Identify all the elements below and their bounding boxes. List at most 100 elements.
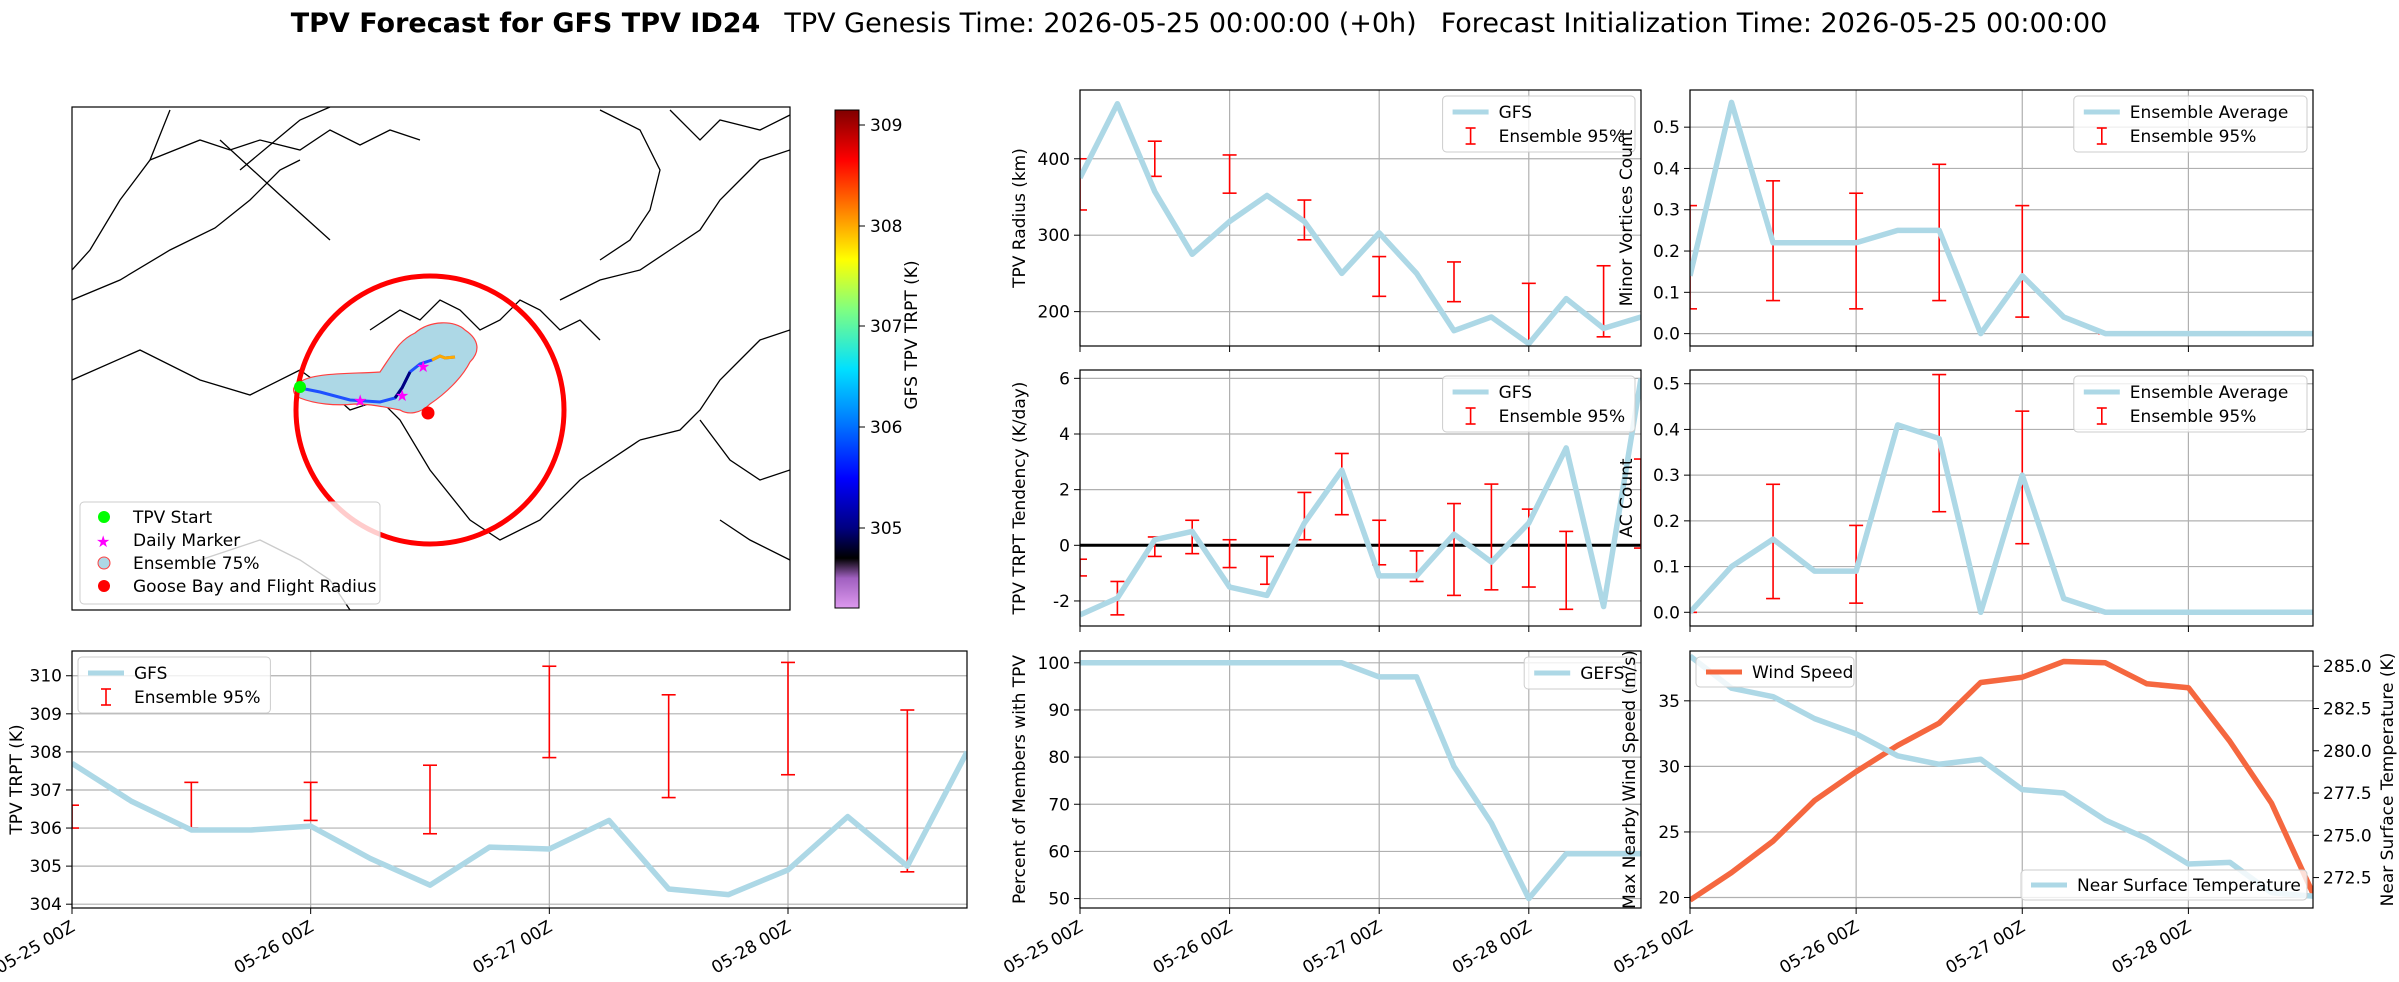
colorbar-tick-label: 306: [870, 418, 902, 438]
series-line-gfs: [1080, 101, 1641, 346]
y-tick-label: 25: [1658, 823, 1680, 843]
border-canada-us: [72, 349, 301, 396]
legend: GEFS: [1523, 656, 1636, 690]
tpv-track-warm: [431, 354, 456, 362]
legend-box: [1523, 656, 1636, 690]
legend-goose-label: Goose Bay and Flight Radius: [133, 577, 377, 597]
y2-axis-label: Near Surface Temperature (K): [2378, 653, 2398, 907]
legend-label: Ensemble 95%: [2130, 127, 2257, 147]
y-tick-label: 6: [1059, 369, 1070, 389]
plot-content: [1080, 101, 1641, 346]
coast-alaska: [72, 109, 171, 271]
plot-content: [1690, 373, 2313, 616]
y-tick-label: 4: [1059, 425, 1070, 445]
y-axis-label: TPV TRPT (K): [7, 724, 27, 835]
legend-label: Ensemble 95%: [134, 688, 261, 708]
x-tick-label: 05-28 00Z: [2109, 917, 2195, 978]
y-tick-label: 100: [1038, 654, 1070, 674]
y-tick-label: 0.3: [1653, 201, 1680, 221]
plot-frame: [1079, 369, 1642, 627]
coast-line-1: [219, 139, 331, 241]
plot-frame: [1689, 369, 2314, 627]
coast-islands: [149, 129, 421, 161]
legend: Ensemble Average Ensemble 95%: [2073, 95, 2308, 153]
x-tick-label: 05-26 00Z: [1150, 917, 1236, 978]
x-tick-label: 05-28 00Z: [708, 917, 794, 978]
x-tick-label: 05-27 00Z: [1942, 917, 2028, 978]
series-line-near-surface-temperature: [1690, 653, 2313, 899]
legend-label: Ensemble Average: [2130, 103, 2289, 123]
y-axis-label: Percent of Members with TPV: [1010, 655, 1030, 904]
y-tick-label: 304: [30, 895, 62, 915]
legend-label: Ensemble 95%: [1499, 127, 1626, 147]
y-tick-label: 0.5: [1653, 118, 1680, 138]
colorbar-gradient: [834, 109, 860, 609]
legend-label: GFS: [134, 664, 167, 684]
colorbar-tick-label: 305: [870, 519, 902, 539]
y-tick-label: 0.2: [1653, 512, 1680, 532]
y-tick-label: 307: [30, 781, 62, 801]
figure-title: TPV Forecast for GFS TPV ID24 TPV Genesis…: [291, 8, 2108, 39]
legend-ensemble-symbol: [97, 556, 111, 570]
legend-box: [2073, 95, 2308, 153]
chart-percent: 50 60 70 80 90 100 Percent of Members with TPV…: [1000, 650, 1642, 978]
map-legend-box: [79, 501, 381, 605]
chart-wind: 20 25 30 35 Max Nearby Wind Speed (m/s) 272.5…: [1610, 650, 2398, 978]
y-tick-label: 50: [1048, 890, 1070, 910]
daily-marker-1: ★: [353, 391, 367, 410]
plot-frame: [71, 650, 968, 909]
y-tick-label: 305: [30, 857, 62, 877]
daily-marker-3: ★: [416, 357, 430, 376]
coast-atlantic: [639, 329, 790, 441]
series-line-gfs: [72, 750, 967, 898]
chart-trpt: 304 305 306 307 308 309 310 TPV TRPT (K) 05-25 0…: [0, 650, 968, 978]
y-tick-label: 0.4: [1653, 420, 1680, 440]
y-tick-label: 0.3: [1653, 466, 1680, 486]
legend-temp: Near Surface Temperature: [2020, 869, 2308, 901]
y2-tick-label: 285.0: [2323, 657, 2372, 677]
y-axis-label: TPV Radius (km): [1010, 148, 1030, 289]
legend-label: Ensemble 95%: [2130, 407, 2257, 427]
plot-area: [1690, 651, 2313, 908]
legend-daily-symbol: ★: [96, 532, 110, 551]
legend-label: GEFS: [1580, 664, 1624, 684]
legend-label: Wind Speed: [1752, 663, 1853, 683]
legend-daily-label: Daily Marker: [133, 531, 240, 551]
chart-radius: 200 300 400 TPV Radius (km) GFS Ensemble 95%: [1010, 89, 1642, 352]
tpv-start-marker: [294, 381, 306, 393]
y-tick-label: 306: [30, 819, 62, 839]
legend: GFS Ensemble 95%: [77, 656, 271, 714]
plot-content: [1690, 99, 2313, 337]
legend: Ensemble Average Ensemble 95%: [2073, 375, 2308, 433]
colorbar-tick-label: 308: [870, 217, 902, 237]
plot-frame: [1689, 650, 2314, 909]
y-tick-label: 400: [1038, 150, 1070, 170]
y-tick-label: 0.4: [1653, 159, 1680, 179]
y-tick-label: 70: [1048, 795, 1070, 815]
line-meridian: [239, 107, 331, 171]
coast-arctic: [72, 159, 301, 301]
legend-start-symbol: [98, 511, 110, 523]
y-tick-label: 0.1: [1653, 558, 1680, 578]
y-tick-label: 0.0: [1653, 325, 1680, 345]
title-init: Forecast Initialization Time: 2026-05-25…: [1441, 8, 2108, 39]
x-tick-label: 05-26 00Z: [231, 917, 317, 978]
legend: GFS Ensemble 95%: [1442, 375, 1636, 433]
y-tick-label: 0.5: [1653, 375, 1680, 395]
legend: GFS Ensemble 95%: [1442, 95, 1636, 153]
map-legend: TPV Start ★ Daily Marker Ensemble 75% Go…: [79, 501, 381, 605]
y-tick-label: 300: [1038, 226, 1070, 246]
y-tick-label: 80: [1048, 748, 1070, 768]
plot-area: [1080, 651, 1641, 908]
legend-label: Near Surface Temperature: [2077, 876, 2301, 896]
series-line-wind-speed: [1690, 658, 2313, 903]
legend-label: GFS: [1499, 103, 1532, 123]
y-tick-label: -2: [1053, 592, 1070, 612]
y-tick-label: 30: [1658, 757, 1680, 777]
y-tick-label: 309: [30, 705, 62, 725]
x-tick-label: 05-25 00Z: [1000, 917, 1086, 978]
legend-label: Ensemble Average: [2130, 383, 2289, 403]
chart-ac: 0.0 0.1 0.2 0.3 0.4 0.5 AC Count Ensemble Avera…: [1617, 369, 2314, 632]
